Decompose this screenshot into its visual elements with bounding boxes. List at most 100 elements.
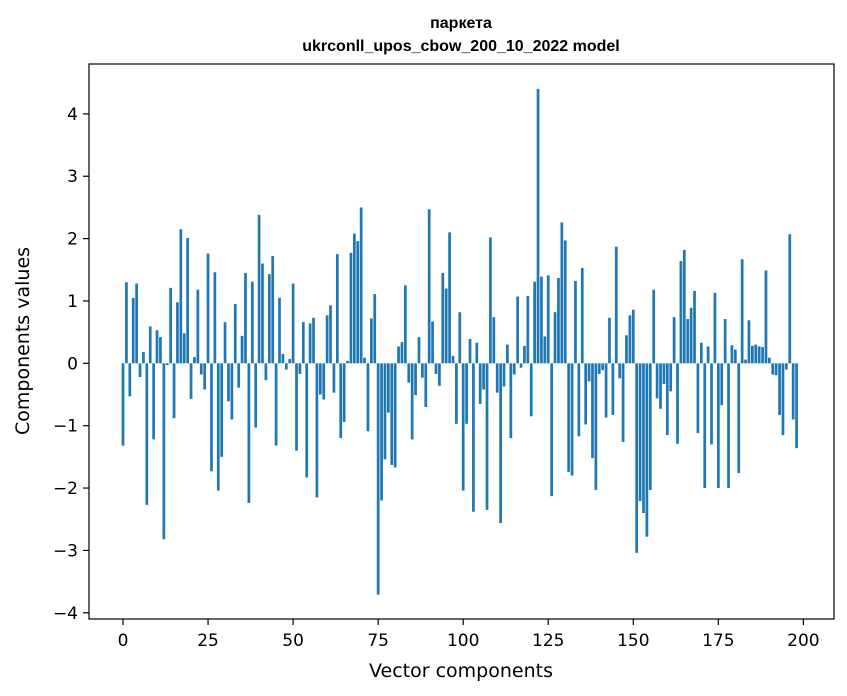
bar-108: [489, 237, 492, 364]
bar-52: [298, 363, 302, 374]
bar-59: [322, 363, 326, 400]
bar-35: [240, 335, 244, 364]
bar-174: [713, 292, 717, 364]
bar-32: [230, 363, 234, 420]
bar-70: [359, 207, 363, 364]
bar-96: [448, 232, 451, 364]
bar-40: [257, 214, 261, 364]
bar-189: [764, 270, 768, 364]
bar-37: [247, 363, 251, 504]
bar-195: [785, 363, 788, 370]
bar-102: [468, 339, 472, 364]
bar-109: [492, 317, 496, 364]
bar-126: [550, 363, 554, 497]
bar-62: [332, 363, 336, 393]
bar-88: [421, 363, 424, 378]
bar-129: [560, 222, 564, 364]
bar-192: [774, 363, 778, 376]
bar-10: [155, 330, 159, 364]
bar-56: [312, 317, 315, 364]
bar-139: [594, 363, 598, 490]
bar-117: [519, 363, 523, 368]
bar-0: [121, 363, 125, 446]
bar-128: [557, 277, 560, 364]
bar-46: [278, 297, 281, 364]
bar-165: [682, 249, 686, 364]
bar-111: [499, 363, 502, 523]
bar-121: [533, 281, 536, 364]
bars-group: [121, 88, 798, 595]
bar-75: [376, 363, 380, 595]
bar-83: [404, 285, 407, 364]
bar-101: [465, 363, 468, 424]
bar-168: [693, 290, 696, 364]
bar-167: [689, 307, 693, 364]
y-tick-label: −2: [53, 479, 78, 499]
bar-71: [363, 357, 366, 364]
bar-172: [706, 346, 710, 364]
bar-181: [737, 363, 741, 474]
bar-170: [699, 342, 703, 364]
x-tick-label: 50: [282, 631, 304, 651]
bar-198: [795, 363, 798, 449]
bar-106: [482, 363, 485, 390]
bar-48: [284, 363, 288, 370]
bar-154: [645, 363, 649, 537]
bar-95: [444, 288, 448, 364]
bar-149: [628, 315, 632, 364]
bar-87: [417, 337, 421, 364]
bar-112: [502, 363, 506, 387]
bar-63: [335, 254, 339, 364]
bar-123: [540, 276, 543, 364]
y-tick-label: 0: [67, 354, 78, 374]
bar-183: [744, 359, 747, 364]
bar-132: [570, 363, 574, 476]
bar-50: [291, 283, 295, 364]
bar-91: [431, 321, 434, 364]
x-axis-label: Vector components: [369, 660, 553, 682]
bar-45: [274, 363, 278, 446]
bar-41: [261, 263, 264, 364]
bar-142: [604, 363, 608, 418]
bar-43: [267, 274, 271, 364]
y-tick-label: −4: [53, 604, 78, 624]
x-tick-label: 125: [532, 631, 564, 651]
bar-153: [642, 363, 645, 513]
bar-158: [659, 363, 662, 409]
bar-162: [672, 317, 676, 364]
y-tick-label: 2: [67, 230, 78, 250]
bar-25: [206, 253, 210, 364]
bar-53: [301, 322, 305, 364]
bar-31: [227, 363, 230, 402]
bar-85: [410, 363, 414, 440]
bar-58: [318, 363, 322, 395]
bar-179: [730, 345, 734, 364]
bar-14: [169, 287, 172, 364]
bar-116: [516, 296, 519, 364]
bar-184: [747, 320, 751, 364]
bar-182: [740, 259, 744, 364]
bar-74: [373, 294, 377, 364]
bar-3: [131, 297, 135, 364]
bar-60: [325, 315, 329, 364]
bar-6: [142, 352, 145, 364]
bar-98: [455, 363, 458, 424]
bar-161: [669, 363, 673, 392]
bar-163: [676, 363, 679, 444]
bar-159: [662, 363, 666, 384]
bar-138: [591, 363, 594, 459]
bar-178: [727, 363, 730, 489]
bar-67: [349, 252, 353, 364]
bar-8: [148, 326, 152, 364]
bar-51: [295, 363, 298, 451]
bar-22: [196, 289, 200, 364]
x-tick-label: 75: [367, 631, 389, 651]
bar-77: [383, 363, 387, 460]
x-tick-label: 100: [447, 631, 479, 651]
bar-61: [329, 305, 332, 364]
bar-39: [254, 363, 258, 428]
bar-103: [472, 363, 475, 512]
bar-65: [342, 363, 346, 422]
